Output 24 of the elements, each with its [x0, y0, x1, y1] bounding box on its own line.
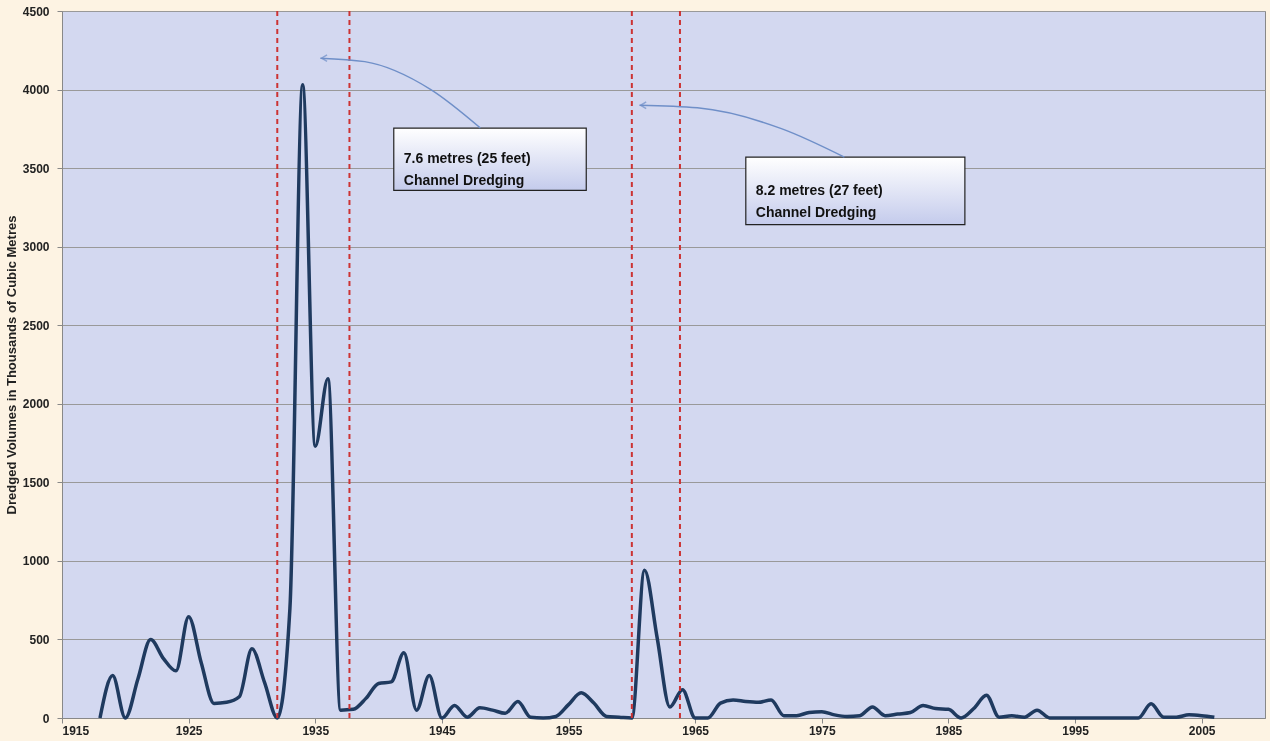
- x-tick-label: 1995: [1062, 723, 1090, 738]
- y-tick-label: 2000: [22, 397, 50, 412]
- y-tick-label: 3500: [22, 161, 50, 176]
- x-tick-label: 1955: [555, 723, 583, 738]
- x-tick-label: 1945: [429, 723, 457, 738]
- y-tick-label: 3000: [22, 240, 50, 255]
- y-tick-label: 4500: [22, 4, 50, 19]
- annotation: 8.2 metres (27 feet) Channel Dredging: [755, 181, 883, 220]
- x-tick-label: 1915: [62, 723, 90, 738]
- x-tick-label: 2005: [1188, 723, 1216, 738]
- x-tick-label: 1965: [682, 723, 710, 738]
- y-axis-title: Dredged Volumes in Thousands of Cubic Metres: [3, 215, 19, 515]
- y-tick-label: 4000: [22, 83, 50, 98]
- y-tick-label: 2500: [22, 318, 50, 333]
- x-tick-label: 1925: [175, 723, 203, 738]
- y-tick-label: 1500: [22, 475, 50, 490]
- x-tick-label: 1985: [935, 723, 963, 738]
- x-tick-label: 1975: [808, 723, 836, 738]
- y-tick-label: 0: [42, 711, 50, 726]
- annotation: 7.6 metres (25 feet) Channel Dredging: [403, 150, 531, 189]
- y-tick-label: 1000: [22, 554, 50, 569]
- x-tick-label: 1935: [302, 723, 330, 738]
- line-series: [98, 83, 1217, 720]
- y-tick-label: 500: [29, 632, 50, 647]
